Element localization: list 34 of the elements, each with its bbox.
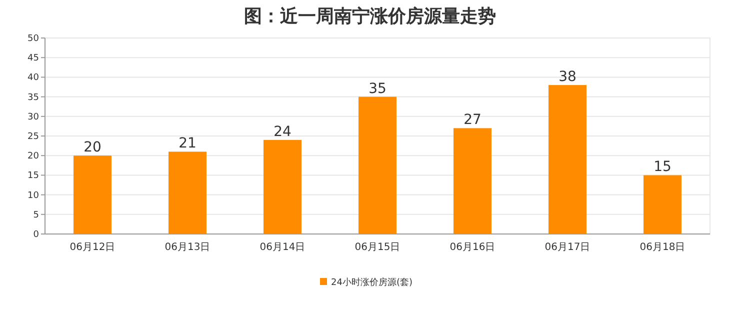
data-label: 35 <box>368 80 386 97</box>
y-tick-label: 0 <box>33 230 40 240</box>
y-tick-label: 25 <box>28 132 39 142</box>
x-tick-label: 06月16日 <box>450 242 496 253</box>
bar <box>74 156 112 234</box>
x-tick-label: 06月17日 <box>544 242 590 253</box>
bar <box>168 152 206 234</box>
bar <box>264 140 302 234</box>
legend-label: 24小时涨价房源(套) <box>331 277 412 288</box>
y-tick-label: 30 <box>28 112 40 122</box>
y-tick-label: 45 <box>28 54 39 64</box>
y-tick-label: 10 <box>28 190 40 201</box>
x-tick-label: 06月15日 <box>354 242 400 253</box>
data-label: 27 <box>464 112 482 128</box>
y-tick-label: 5 <box>33 210 39 220</box>
data-label: 21 <box>178 136 196 152</box>
bar <box>548 85 586 234</box>
data-label: 24 <box>274 124 292 140</box>
bar <box>454 128 492 234</box>
x-tick-label: 06月13日 <box>164 242 210 253</box>
bar <box>358 96 396 234</box>
data-label: 20 <box>84 140 102 156</box>
y-tick-label: 20 <box>28 152 40 162</box>
x-tick-label: 06月12日 <box>70 242 116 253</box>
chart-title: 图：近一周南宁涨价房源量走势 <box>244 6 496 27</box>
y-tick-label: 40 <box>28 73 40 84</box>
y-tick-label: 35 <box>28 92 39 103</box>
x-tick-label: 06月14日 <box>260 242 306 253</box>
y-tick-label: 15 <box>28 171 39 182</box>
y-tick-label: 50 <box>28 34 40 44</box>
x-tick-label: 06月18日 <box>640 242 686 253</box>
data-label: 15 <box>654 159 672 176</box>
bar <box>644 175 682 234</box>
data-label: 38 <box>558 69 576 86</box>
